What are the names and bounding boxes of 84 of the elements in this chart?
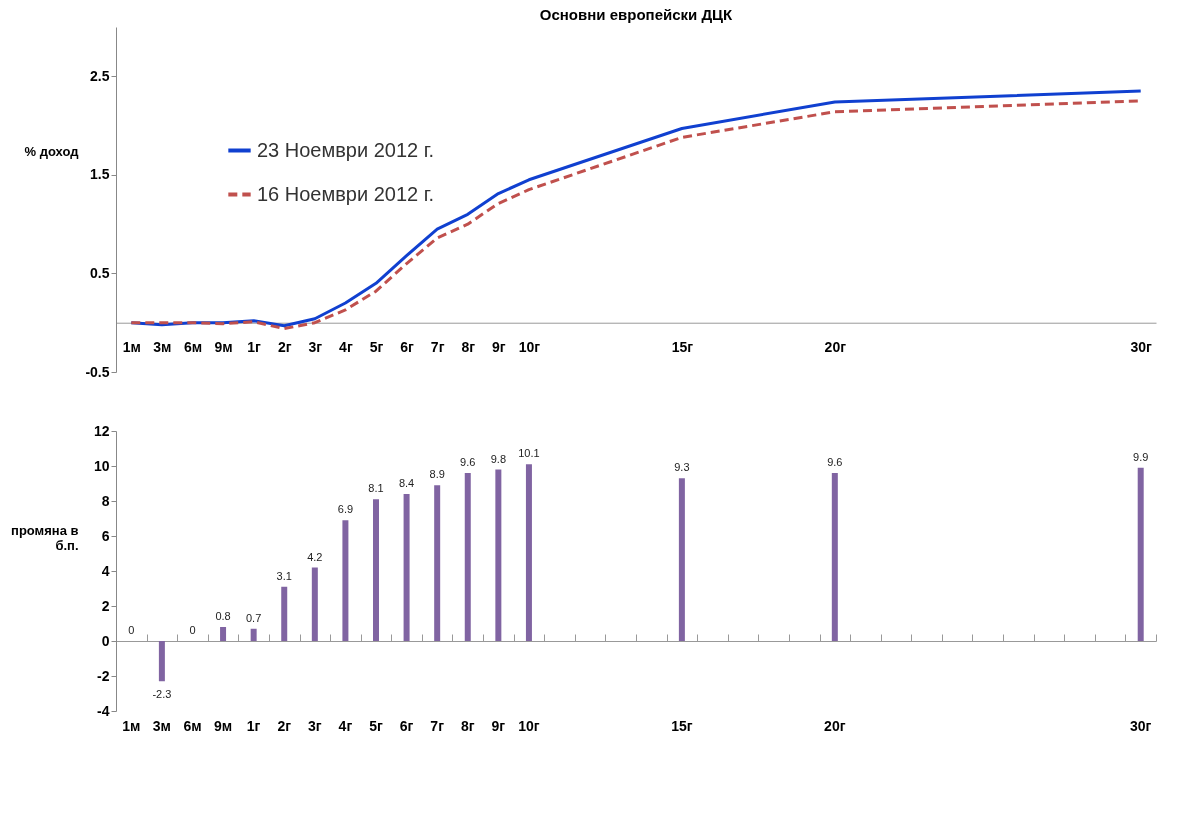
data-label: 9.8 (490, 452, 506, 465)
bar (220, 627, 227, 641)
x-tick-label: 7г (430, 717, 445, 734)
x-tick-label: 2г (277, 717, 292, 734)
data-label: 9.9 (1133, 450, 1149, 463)
legend-label: 16 Ноември 2012 г. (257, 182, 435, 205)
bar (250, 628, 257, 641)
y-tick-label: -2 (97, 667, 110, 684)
x-tick-label: 1м (122, 717, 141, 734)
x-tick-label: 4г (339, 339, 353, 356)
x-tick-label: 9м (214, 339, 233, 356)
y-axis-title: % доход (24, 143, 80, 159)
bar (281, 586, 288, 641)
x-tick-label: 7г (430, 339, 445, 356)
x-tick-label: 3м (153, 339, 172, 356)
x-tick-label: 10г (518, 717, 540, 734)
legend-label: 23 Ноември 2012 г. (257, 138, 435, 161)
data-label: 10.1 (518, 447, 540, 460)
y-tick-label: 6 (101, 527, 110, 544)
x-tick-label: 20г (824, 717, 846, 734)
x-tick-label: 6м (183, 339, 203, 356)
bar (831, 473, 838, 641)
data-label: 4.2 (307, 550, 323, 563)
bar (373, 499, 379, 641)
bar (1137, 467, 1144, 641)
bar (403, 494, 410, 641)
data-label: 6.9 (337, 503, 354, 516)
y-tick-label: 0.5 (90, 264, 110, 281)
x-tick-label: 4г (338, 717, 353, 734)
y-tick-label: 2 (101, 597, 110, 614)
x-tick-label: 5г (369, 717, 383, 734)
x-tick-label: 20г (824, 339, 847, 356)
x-tick-label: 3м (152, 717, 171, 734)
x-tick-label: 1г (247, 339, 262, 356)
y-tick-label: -4 (97, 702, 110, 719)
x-tick-label: 6г (399, 717, 414, 734)
data-label: 8.1 (368, 482, 384, 495)
x-tick-label: 6г (400, 339, 415, 356)
y-tick-label: 8 (101, 492, 110, 509)
x-tick-label: 1г (246, 717, 261, 734)
x-tick-label: 6м (183, 717, 202, 734)
x-tick-label: 30г (1130, 339, 1153, 356)
data-label: 0 (189, 624, 196, 636)
x-tick-label: 10г (518, 339, 541, 356)
x-tick-label: 9м (213, 717, 233, 734)
x-tick-label: 9г (491, 717, 506, 734)
x-tick-label: 8г (460, 717, 475, 734)
x-tick-label: 15г (671, 339, 694, 356)
data-label: 8.4 (398, 477, 415, 489)
bar (158, 641, 165, 682)
chart-title: Основни европейски ДЦК (539, 6, 734, 23)
data-label: 0.7 (246, 611, 262, 624)
x-tick-label: 30г (1130, 717, 1152, 734)
x-tick-label: 1м (122, 339, 141, 356)
bar (311, 567, 318, 641)
data-label: 8.9 (429, 468, 445, 481)
data-label: -2.3 (152, 688, 172, 701)
bar (495, 469, 502, 641)
x-tick-label: 9г (492, 339, 506, 356)
y-tick-label: 10 (93, 457, 110, 474)
data-label: 3.1 (276, 569, 292, 582)
x-tick-label: 5г (369, 339, 384, 356)
y-tick-label: 1.5 (90, 166, 110, 183)
y-tick-label: 4 (101, 562, 110, 579)
x-tick-label: 15г (671, 717, 693, 734)
bar (342, 520, 349, 641)
x-tick-label: 8г (461, 339, 476, 356)
y-tick-label: 2.5 (90, 67, 110, 84)
x-tick-label: 3г (308, 339, 323, 356)
data-label: 0.8 (215, 610, 231, 622)
x-tick-label: 2г (277, 339, 292, 356)
x-tick-label: 3г (308, 717, 322, 734)
bar (525, 464, 532, 641)
y-axis-title: промяна в б.п. (11, 522, 79, 553)
data-label: 9.3 (674, 461, 690, 474)
data-label: 9.6 (460, 456, 476, 468)
bar (464, 473, 471, 641)
y-tick-label: 0 (101, 632, 110, 649)
bar (434, 485, 441, 641)
y-tick-label: -0.5 (85, 363, 110, 380)
bar (678, 478, 685, 641)
data-label: 0 (128, 624, 135, 636)
y-tick-label: 12 (93, 422, 110, 439)
data-label: 9.6 (827, 456, 843, 468)
